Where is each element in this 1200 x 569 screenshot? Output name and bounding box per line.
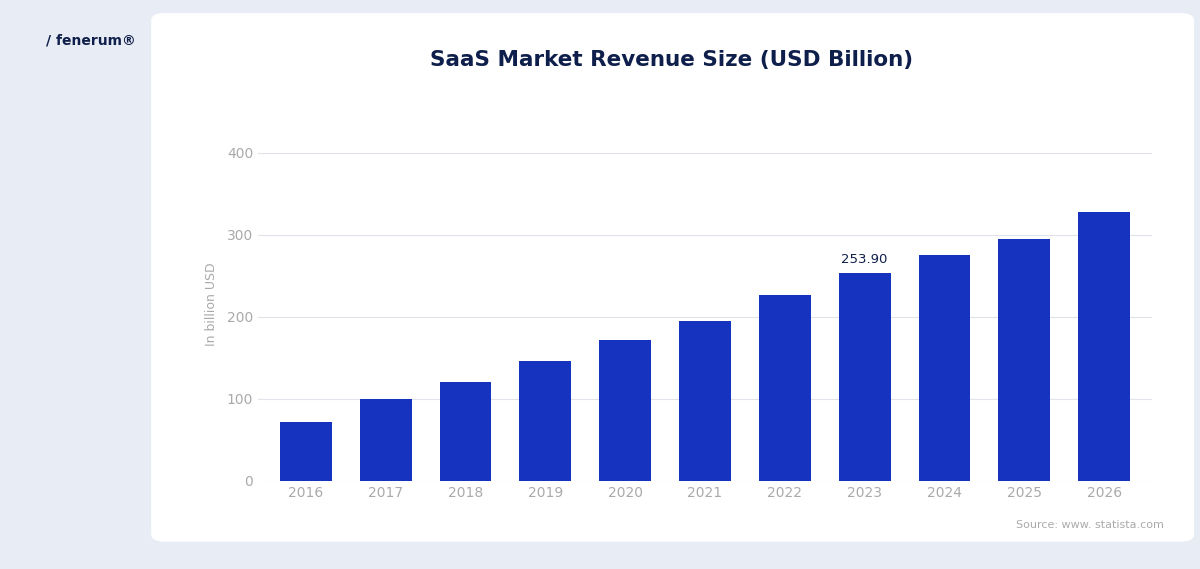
Bar [280, 422, 332, 481]
Text: / fenerum®: / fenerum® [46, 34, 136, 48]
Bar [360, 399, 412, 481]
Text: SaaS Market Revenue Size (USD Billion): SaaS Market Revenue Size (USD Billion) [431, 50, 913, 70]
Bar [439, 382, 492, 481]
Bar [758, 295, 811, 481]
Y-axis label: In billion USD: In billion USD [205, 263, 218, 346]
Bar [520, 361, 571, 481]
Bar [839, 273, 890, 481]
Bar [918, 255, 971, 481]
Bar [679, 321, 731, 481]
Bar [599, 340, 652, 481]
Bar [1078, 212, 1130, 481]
Text: Source: www. statista.com: Source: www. statista.com [1016, 520, 1164, 530]
Text: 253.90: 253.90 [841, 253, 888, 266]
Bar [998, 239, 1050, 481]
